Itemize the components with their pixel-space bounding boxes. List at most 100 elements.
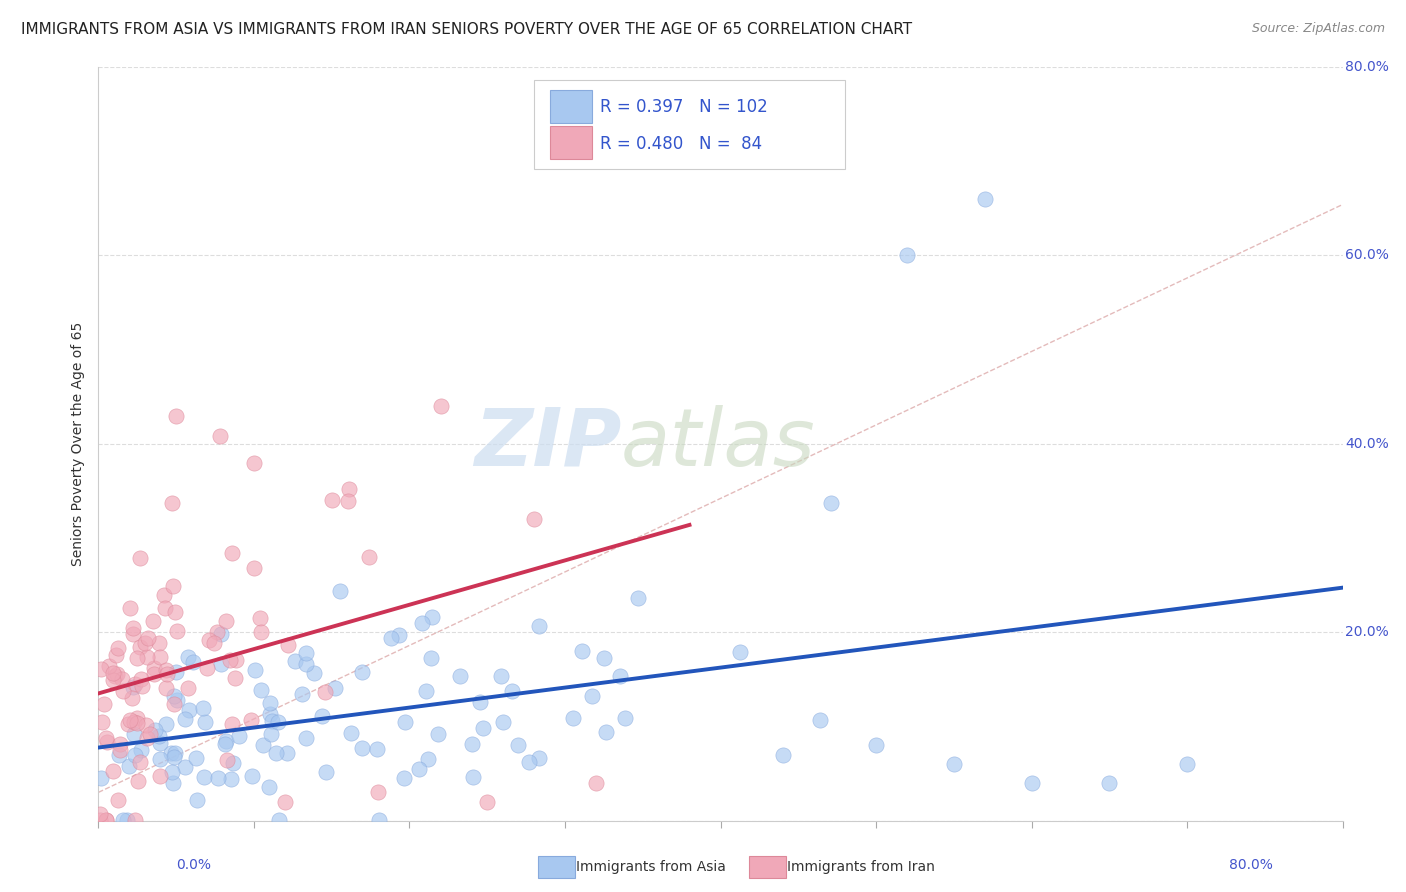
Point: [337, 494, 360, 508]
Point: [367, 785, 389, 799]
Point: [135, 650, 157, 665]
Point: [329, 583, 352, 598]
Point: [260, 714, 283, 728]
Point: [896, 248, 918, 262]
Point: [240, 769, 263, 783]
Point: [302, 665, 325, 680]
Point: [228, 729, 250, 743]
Point: [267, 714, 290, 729]
Point: [508, 738, 530, 752]
Point: [125, 715, 148, 730]
Point: [315, 764, 337, 779]
Text: Immigrants from Iran: Immigrants from Iran: [787, 860, 935, 874]
Point: [163, 697, 186, 711]
Point: [125, 711, 148, 725]
Point: [149, 752, 172, 766]
Point: [177, 703, 200, 717]
Point: [111, 813, 134, 827]
Point: [118, 713, 141, 727]
Point: [471, 721, 494, 735]
Point: [127, 773, 149, 788]
Point: [163, 749, 186, 764]
Point: [142, 614, 165, 628]
Point: [463, 770, 485, 784]
Text: R = 0.480   N =  84: R = 0.480 N = 84: [600, 135, 762, 153]
Point: [155, 663, 177, 677]
Point: [221, 772, 243, 786]
Point: [627, 591, 650, 605]
Point: [104, 669, 127, 683]
Point: [250, 624, 273, 639]
Point: [368, 813, 391, 827]
Point: [259, 696, 281, 710]
Point: [105, 667, 128, 681]
Point: [155, 681, 177, 695]
Point: [314, 685, 336, 699]
Point: [177, 649, 200, 664]
Point: [429, 399, 451, 413]
Point: [90, 771, 112, 785]
Point: [380, 631, 402, 645]
Point: [143, 723, 166, 738]
Point: [93, 698, 115, 712]
Point: [118, 759, 141, 773]
Point: [174, 760, 197, 774]
Text: 80.0%: 80.0%: [1229, 858, 1272, 872]
Point: [269, 813, 291, 827]
Point: [90, 662, 112, 676]
Point: [772, 747, 794, 762]
Point: [613, 711, 636, 725]
Text: 40.0%: 40.0%: [1346, 437, 1389, 450]
Point: [323, 681, 346, 696]
Point: [202, 636, 225, 650]
Point: [181, 656, 204, 670]
Point: [260, 727, 283, 741]
Point: [111, 672, 134, 686]
Point: [420, 609, 443, 624]
Point: [107, 641, 129, 656]
Point: [352, 665, 374, 680]
Point: [105, 648, 128, 662]
Point: [148, 635, 170, 649]
Text: atlas: atlas: [621, 405, 815, 483]
Point: [585, 776, 607, 790]
Point: [135, 717, 157, 731]
Point: [156, 666, 179, 681]
Point: [162, 579, 184, 593]
Text: Immigrants from Asia: Immigrants from Asia: [576, 860, 727, 874]
Point: [394, 714, 416, 729]
Point: [121, 622, 143, 636]
Point: [243, 663, 266, 677]
Point: [468, 695, 491, 709]
Point: [108, 743, 131, 757]
Point: [449, 669, 471, 683]
Point: [527, 750, 550, 764]
Point: [122, 727, 145, 741]
Point: [96, 813, 118, 827]
Point: [491, 669, 513, 683]
Point: [107, 793, 129, 807]
Point: [186, 793, 208, 807]
Point: [129, 640, 152, 654]
Point: [1021, 776, 1043, 790]
Point: [562, 711, 585, 725]
Point: [149, 650, 172, 665]
Point: [571, 644, 593, 658]
Point: [276, 746, 298, 760]
Point: [291, 687, 314, 701]
Point: [387, 627, 409, 641]
Point: [162, 776, 184, 790]
Point: [149, 736, 172, 750]
Point: [221, 756, 243, 771]
Point: [142, 661, 165, 675]
Point: [215, 734, 238, 748]
Point: [243, 456, 266, 470]
Point: [257, 780, 280, 794]
Point: [942, 757, 965, 772]
Point: [101, 665, 124, 680]
Point: [415, 683, 437, 698]
Point: [1175, 757, 1198, 772]
Point: [103, 673, 125, 687]
Point: [352, 741, 374, 756]
Point: [159, 746, 181, 760]
